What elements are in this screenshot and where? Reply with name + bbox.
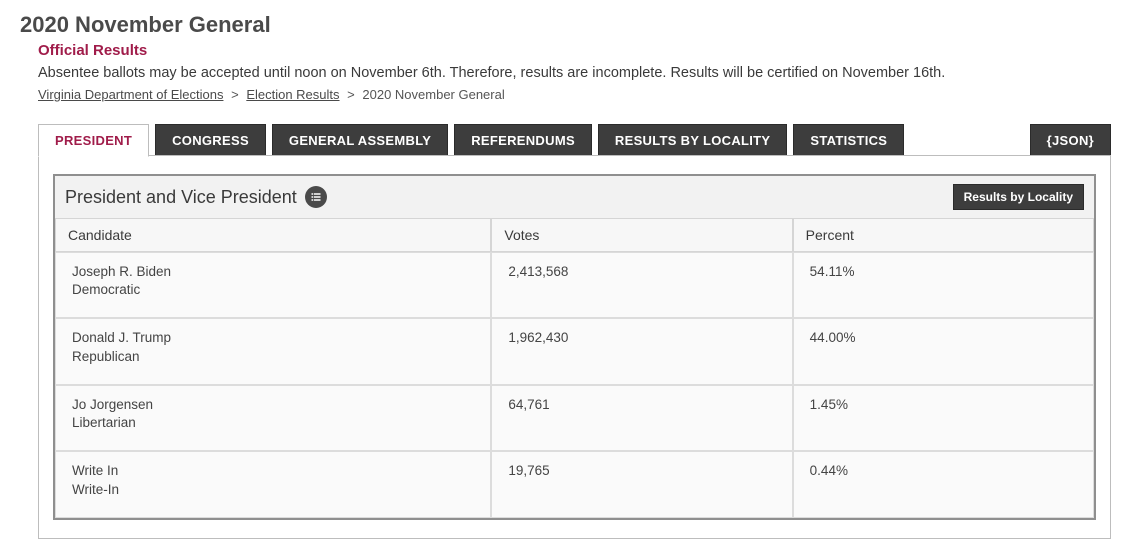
page-title: 2020 November General [20, 12, 1111, 38]
table-cell-votes: 2,413,568 [491, 252, 792, 318]
page-subtitle: Official Results [38, 42, 1111, 59]
breadcrumb-sep: > [347, 87, 355, 102]
tab-statistics[interactable]: STATISTICS [793, 124, 904, 156]
table-cell-candidate: Joseph R. Biden Democratic [55, 252, 491, 318]
candidate-name: Write In [72, 462, 474, 480]
tabs-bar: PRESIDENT CONGRESS GENERAL ASSEMBLY REFE… [38, 124, 1111, 156]
tab-general-assembly[interactable]: GENERAL ASSEMBLY [272, 124, 448, 156]
table-cell-candidate: Donald J. Trump Republican [55, 318, 491, 384]
notice-text: Absentee ballots may be accepted until n… [38, 65, 1111, 81]
tab-president[interactable]: PRESIDENT [38, 124, 149, 157]
col-header-votes: Votes [491, 218, 792, 252]
breadcrumb-sep: > [231, 87, 239, 102]
table-cell-votes: 64,761 [491, 385, 792, 451]
results-table: Candidate Votes Percent Joseph R. Biden … [55, 218, 1094, 518]
col-header-candidate: Candidate [55, 218, 491, 252]
tab-json[interactable]: {JSON} [1030, 124, 1111, 156]
candidate-party: Democratic [72, 281, 474, 299]
candidate-name: Jo Jorgensen [72, 396, 474, 414]
results-by-locality-button[interactable]: Results by Locality [953, 184, 1084, 210]
table-cell-votes: 1,962,430 [491, 318, 792, 384]
candidate-party: Republican [72, 348, 474, 366]
table-cell-candidate: Write In Write-In [55, 451, 491, 517]
breadcrumb-current: 2020 November General [362, 87, 504, 102]
breadcrumb: Virginia Department of Elections > Elect… [38, 87, 1111, 102]
list-icon[interactable] [305, 186, 327, 208]
tab-referendums[interactable]: REFERENDUMS [454, 124, 592, 156]
table-cell-percent: 1.45% [793, 385, 1094, 451]
table-cell-percent: 54.11% [793, 252, 1094, 318]
table-cell-percent: 0.44% [793, 451, 1094, 517]
results-box: President and Vice President Results by … [53, 174, 1096, 520]
breadcrumb-link-results[interactable]: Election Results [246, 87, 339, 102]
results-panel: President and Vice President Results by … [38, 155, 1111, 539]
candidate-party: Libertarian [72, 414, 474, 432]
table-cell-votes: 19,765 [491, 451, 792, 517]
col-header-percent: Percent [793, 218, 1094, 252]
breadcrumb-link-dept[interactable]: Virginia Department of Elections [38, 87, 223, 102]
candidate-name: Joseph R. Biden [72, 263, 474, 281]
candidate-party: Write-In [72, 481, 474, 499]
tab-results-by-locality[interactable]: RESULTS BY LOCALITY [598, 124, 787, 156]
table-cell-candidate: Jo Jorgensen Libertarian [55, 385, 491, 451]
table-cell-percent: 44.00% [793, 318, 1094, 384]
results-title: President and Vice President [65, 187, 297, 208]
tab-congress[interactable]: CONGRESS [155, 124, 266, 156]
candidate-name: Donald J. Trump [72, 329, 474, 347]
results-header: President and Vice President Results by … [55, 176, 1094, 218]
